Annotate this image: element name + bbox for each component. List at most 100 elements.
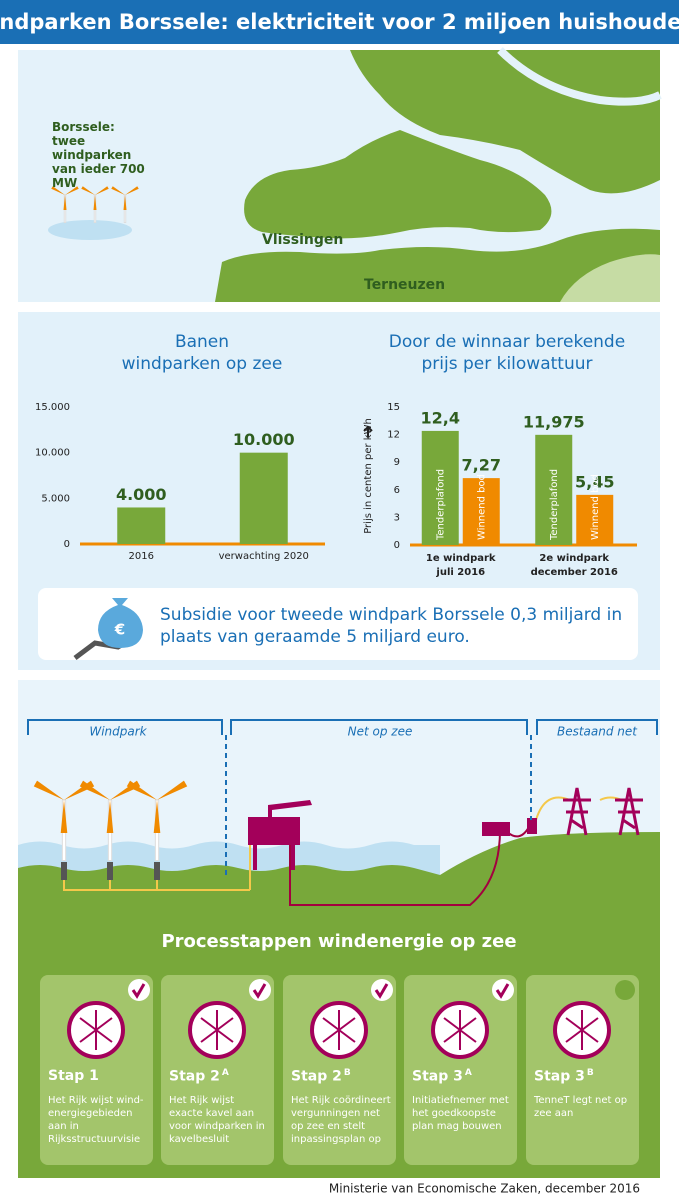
value-label: 7,27 xyxy=(462,456,501,475)
y-tick-label: 6 xyxy=(394,485,400,496)
subsidy-text: Subsidie voor tweede windpark Borssele 0… xyxy=(160,605,623,647)
y-tick-label: 9 xyxy=(394,457,400,468)
step-pending xyxy=(615,980,635,1000)
foundation xyxy=(107,862,113,880)
step-text: Het Rijk coördineert vergunningen net op… xyxy=(291,1095,391,1145)
step-check xyxy=(252,983,267,999)
turbine-blade xyxy=(51,186,65,195)
series-label: Winnend bod xyxy=(476,474,487,540)
turbine-icons xyxy=(51,186,139,223)
map-land xyxy=(215,228,660,302)
turbine-blade xyxy=(33,780,64,800)
turbine-blade xyxy=(157,780,188,800)
turbine-blade xyxy=(63,195,67,210)
bar xyxy=(535,434,573,545)
step-label-text: Stap 1 xyxy=(48,1068,99,1084)
substation xyxy=(527,818,537,834)
subsidy-box xyxy=(38,588,638,660)
euro-icon: € xyxy=(114,621,125,639)
platform xyxy=(248,817,300,845)
turbine-blade xyxy=(153,800,161,833)
x-tick-label: 2e windpark xyxy=(539,553,609,564)
map-land xyxy=(350,50,660,194)
turbine-blade xyxy=(65,186,79,195)
turbine-blade xyxy=(123,195,127,210)
step-text: TenneT legt net op zee aan xyxy=(534,1095,628,1119)
series-label: Tenderplafond xyxy=(435,469,446,541)
map-river xyxy=(497,47,662,106)
series-label: Tenderplafond xyxy=(549,469,560,541)
step-text: Het Rijk wijst wind-energiegebieden aan … xyxy=(48,1095,144,1145)
chart-title: Door de winnaar berekende xyxy=(389,332,625,352)
header-bar xyxy=(0,0,679,44)
x-tick-label: 2016 xyxy=(129,551,154,562)
segment-label: Bestaand net xyxy=(557,725,638,739)
segment-brackets xyxy=(27,719,658,735)
bar xyxy=(421,430,459,545)
offshore-platform xyxy=(248,800,537,870)
step-label-text: Stap 3 xyxy=(412,1068,463,1085)
map-land xyxy=(244,130,552,239)
step-check xyxy=(131,983,146,999)
platform-leg xyxy=(291,845,295,870)
step-icon-glyph xyxy=(200,1010,234,1050)
pylon xyxy=(615,787,643,836)
turbine-blade xyxy=(95,186,109,195)
foundation xyxy=(61,862,67,880)
header-title: Windparken Borssele: elektriciteit voor … xyxy=(0,10,679,34)
step-label: Stap 1 xyxy=(48,1068,99,1084)
value-label: 11,975 xyxy=(523,412,585,431)
money-bag-icon xyxy=(98,598,143,648)
y-tick-label: 0 xyxy=(394,540,400,551)
step-label-text: Stap 2 xyxy=(169,1068,220,1085)
step-label-text: Stap 3 xyxy=(534,1068,585,1085)
step-label-text: Stap 2 xyxy=(291,1068,342,1085)
turbines xyxy=(33,780,188,880)
chart-title: Banen xyxy=(175,332,229,352)
crane xyxy=(268,800,312,817)
substation xyxy=(482,822,510,836)
value-label: 10.000 xyxy=(233,430,295,449)
park-cables xyxy=(63,845,251,891)
step-label-sup: B xyxy=(586,1068,594,1078)
x-tick-label: december 2016 xyxy=(531,567,618,578)
step-icon-glyph xyxy=(443,1010,477,1050)
turbine-blade xyxy=(60,800,68,833)
y-tick-label: 15 xyxy=(387,402,400,413)
turbine-blade xyxy=(111,186,125,195)
step-check xyxy=(374,983,389,999)
pylon xyxy=(563,787,591,836)
bar xyxy=(117,507,166,544)
step-label-sup: B xyxy=(343,1068,351,1078)
chart-title: windparken op zee xyxy=(122,354,283,374)
turbine-blade xyxy=(126,780,157,800)
turbine-blade xyxy=(79,780,110,800)
step-icon-glyph xyxy=(322,1010,356,1050)
x-tick-label: 1e windpark xyxy=(426,553,496,564)
step-check xyxy=(495,983,510,999)
y-tick-label: 12 xyxy=(387,430,400,441)
turbine-blade xyxy=(106,800,114,833)
value-label: 12,4 xyxy=(421,408,460,427)
platform-leg xyxy=(253,845,257,870)
map-border-land xyxy=(560,254,660,302)
map-caption: Borssele: twee windparken van ieder 700 … xyxy=(52,120,145,190)
segment-label: Windpark xyxy=(89,725,147,739)
step-text: Het Rijk wijst exacte kavel aan voor win… xyxy=(169,1095,265,1145)
foundation xyxy=(154,862,160,880)
x-tick-label: juli 2016 xyxy=(435,567,485,578)
step-text: Initiatiefnemer met het goedkoopste plan… xyxy=(412,1095,509,1132)
y-tick-label: 3 xyxy=(394,512,400,523)
y-tick-label: 15.000 xyxy=(35,402,70,413)
segment-label: Net op zee xyxy=(348,725,413,739)
y-axis-label: Prijs in centen per kWh xyxy=(363,418,374,534)
process-title: Processtappen windenergie op zee xyxy=(161,931,516,952)
chart-title: prijs per kilowattuur xyxy=(421,354,592,374)
turbine-blade xyxy=(81,186,95,195)
bar xyxy=(239,452,288,544)
step-label-sup: A xyxy=(464,1068,472,1078)
value-label: 4.000 xyxy=(116,485,167,504)
